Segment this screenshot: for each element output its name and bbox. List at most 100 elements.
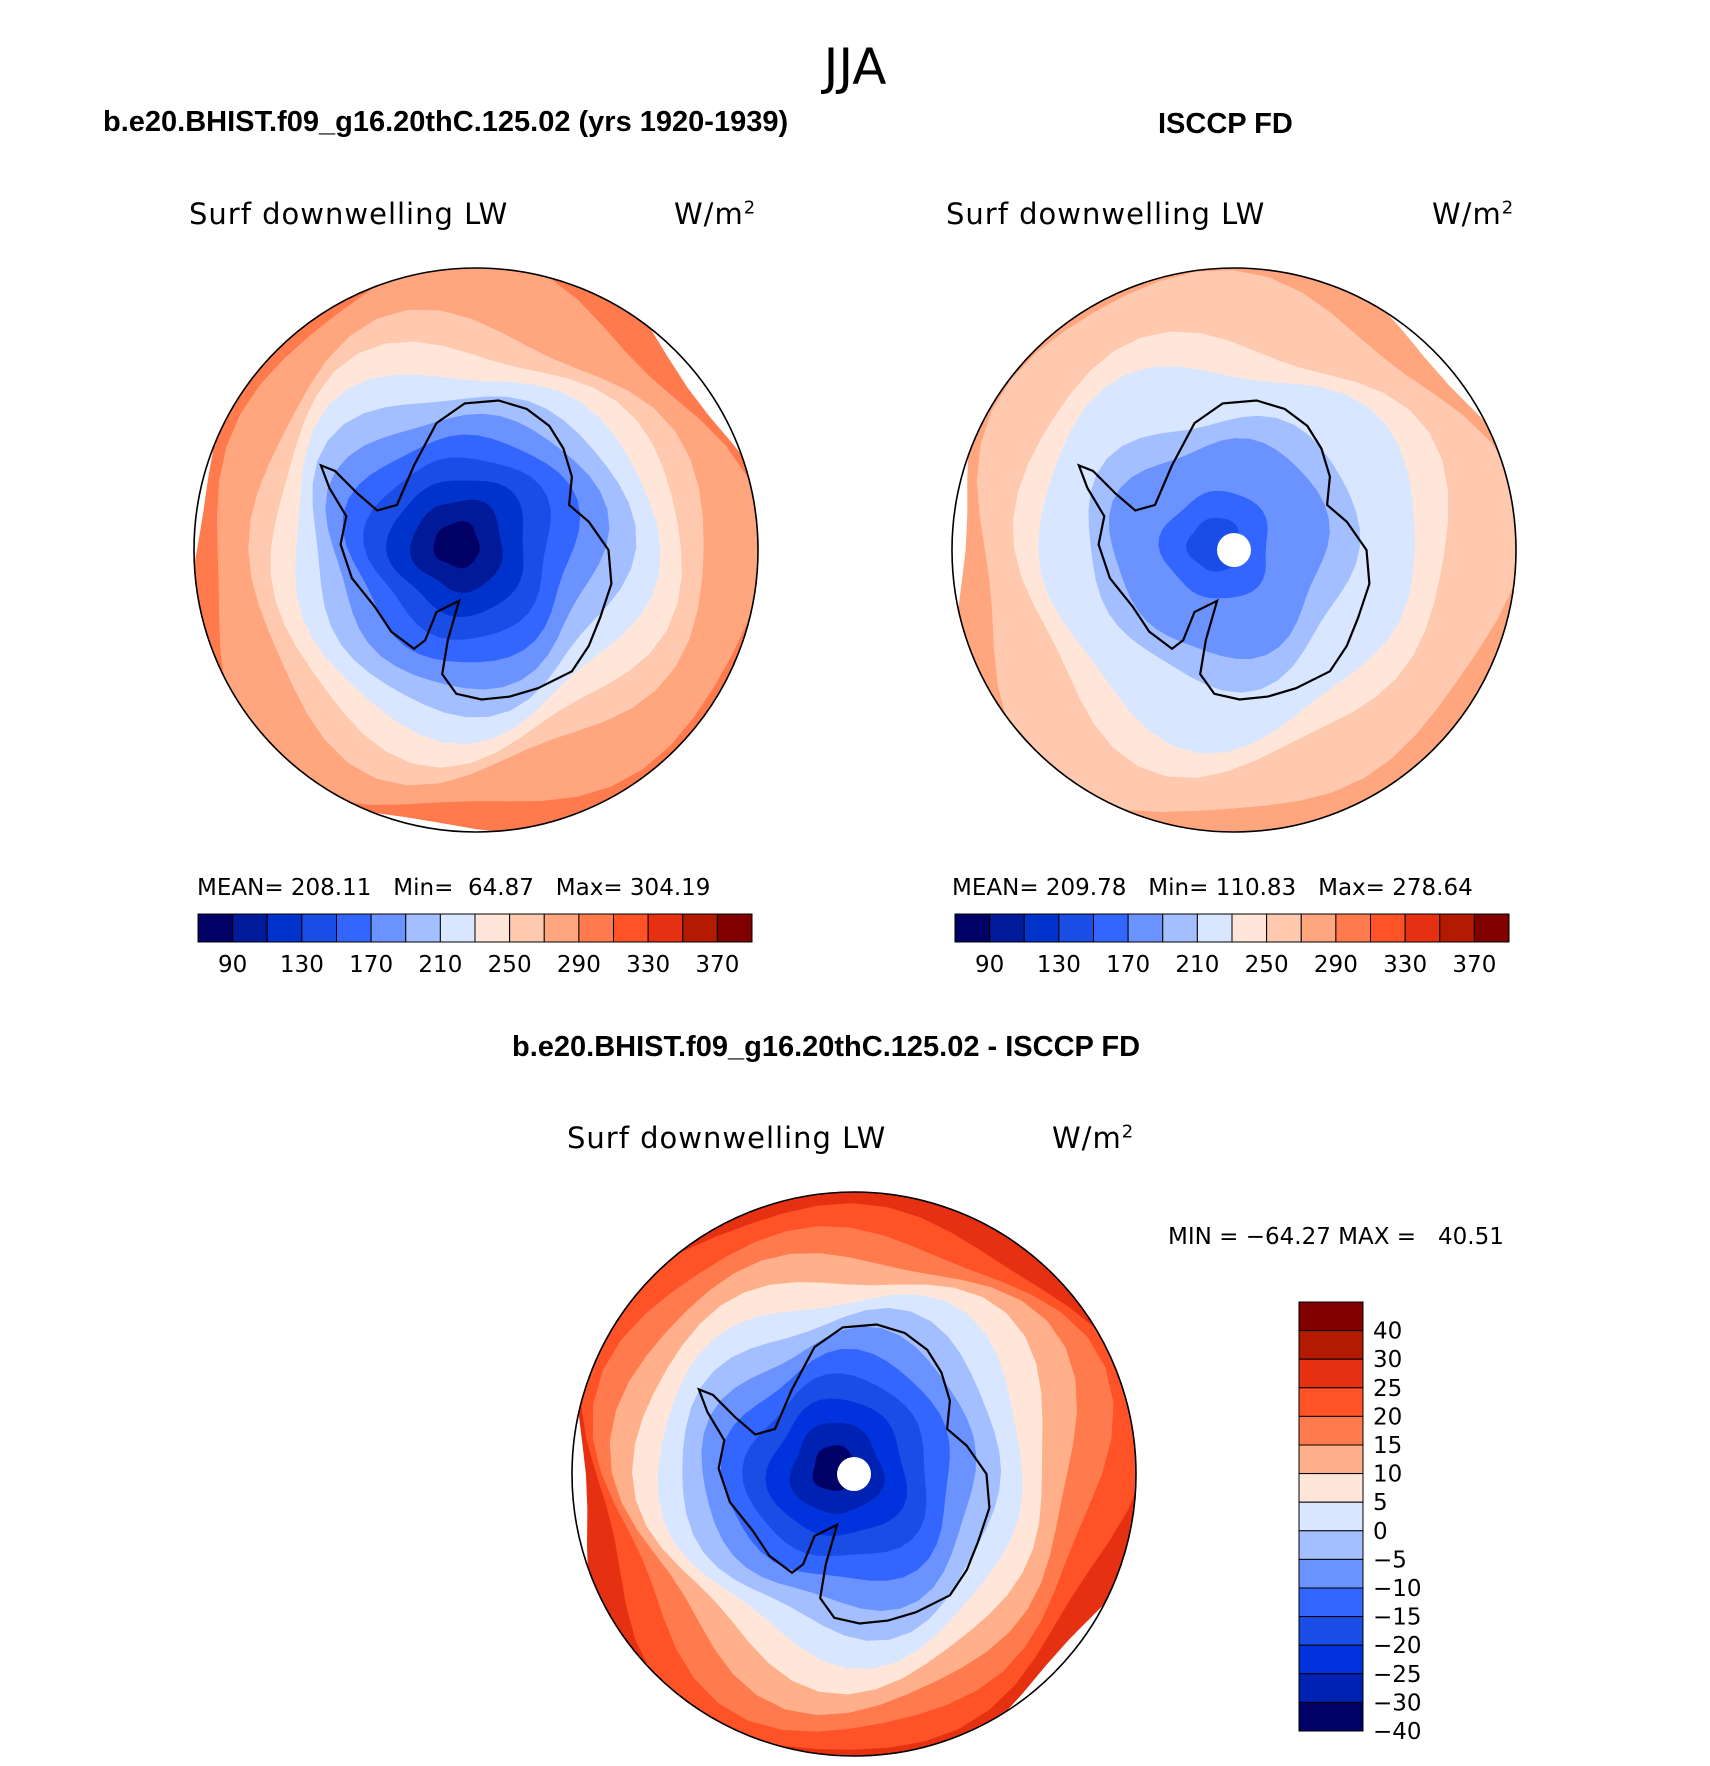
colorbar-swatch bbox=[1439, 913, 1475, 943]
colorbar-tick-label: 40 bbox=[1373, 1319, 1402, 1345]
colorbar-swatch bbox=[1298, 1616, 1364, 1646]
diff-variable-label: Surf downwelling LW bbox=[567, 1121, 887, 1155]
colorbar-swatch bbox=[647, 913, 684, 943]
contour-band bbox=[433, 521, 480, 569]
colorbar-swatch bbox=[1298, 1558, 1364, 1589]
colorbar-swatch bbox=[1023, 913, 1060, 943]
obs-panel-title: ISCCP FD bbox=[1158, 108, 1293, 140]
colorbar-swatch bbox=[266, 913, 303, 943]
colorbar-swatch bbox=[232, 913, 268, 943]
colorbar-swatch bbox=[1298, 1473, 1364, 1503]
colorbar-tick-label: 290 bbox=[1314, 952, 1358, 978]
colorbar-swatch bbox=[405, 913, 441, 943]
diff-panel-title: b.e20.BHIST.f09_g16.20thC.125.02 - ISCCP… bbox=[512, 1031, 1141, 1063]
model-units-label: W/m2 bbox=[674, 197, 757, 231]
colorbar-tick-label: 130 bbox=[1037, 952, 1081, 978]
colorbar-tick-label: 330 bbox=[626, 952, 670, 978]
colorbar-tick-label: 5 bbox=[1373, 1490, 1388, 1516]
colorbar-tick-label: −30 bbox=[1373, 1690, 1422, 1716]
colorbar-tick-label: 0 bbox=[1373, 1519, 1388, 1545]
colorbar-swatch bbox=[1298, 1330, 1364, 1360]
colorbar-tick-label: 170 bbox=[349, 952, 393, 978]
colorbar-swatch bbox=[509, 913, 545, 943]
obs-units-label: W/m2 bbox=[1432, 197, 1515, 231]
colorbar-swatch bbox=[1370, 913, 1406, 943]
colorbar-tick-label: 170 bbox=[1106, 952, 1150, 978]
colorbar-tick-label: 15 bbox=[1373, 1433, 1402, 1459]
missing-data-pole bbox=[837, 1457, 871, 1491]
colorbar-swatch bbox=[474, 913, 511, 943]
colorbar-swatch bbox=[197, 913, 234, 943]
colorbar-swatch bbox=[1298, 1701, 1364, 1732]
map-border bbox=[951, 267, 1517, 833]
colorbar-swatch bbox=[1404, 913, 1441, 943]
colorbar-swatch bbox=[1298, 1358, 1364, 1389]
obs-variable-label: Surf downwelling LW bbox=[946, 197, 1266, 231]
colorbar-tick-label: 210 bbox=[418, 952, 462, 978]
coastline bbox=[1076, 399, 1371, 701]
model-panel-title: b.e20.BHIST.f09_g16.20thC.125.02 (yrs 19… bbox=[103, 106, 789, 138]
map-border bbox=[571, 1191, 1137, 1757]
colorbar-swatch bbox=[1162, 913, 1198, 943]
colorbar-tick-label: 25 bbox=[1373, 1376, 1402, 1402]
obs-colorbar: 90 130 170 210 250 290 330 370 bbox=[954, 913, 1510, 978]
model-variable-label: Surf downwelling LW bbox=[189, 197, 509, 231]
diff-stats: MIN = −64.27 MAX = 40.51 bbox=[1168, 1224, 1504, 1250]
colorbar-tick-label: −40 bbox=[1373, 1719, 1422, 1745]
model-polar-map bbox=[193, 267, 759, 833]
colorbar-swatch bbox=[989, 913, 1025, 943]
colorbar-swatch bbox=[543, 913, 580, 943]
model-stats: MEAN= 208.11 Min= 64.87 Max= 304.19 bbox=[197, 875, 711, 901]
colorbar-swatch bbox=[1298, 1530, 1364, 1560]
colorbar-swatch bbox=[1093, 913, 1129, 943]
colorbar-swatch bbox=[1298, 1415, 1364, 1446]
colorbar-tick-label: −25 bbox=[1373, 1662, 1422, 1688]
colorbar-tick-label: 250 bbox=[488, 952, 532, 978]
colorbar-tick-label: 130 bbox=[280, 952, 324, 978]
colorbar-swatch bbox=[613, 913, 649, 943]
colorbar-tick-label: −15 bbox=[1373, 1605, 1422, 1631]
diff-polar-map bbox=[571, 1191, 1137, 1757]
colorbar-tick-label: 90 bbox=[975, 952, 1004, 978]
colorbar-swatch bbox=[682, 913, 718, 943]
colorbar-swatch bbox=[1298, 1587, 1364, 1618]
map-border bbox=[193, 267, 759, 833]
obs-polar-map bbox=[951, 267, 1517, 833]
colorbar-tick-label: 20 bbox=[1373, 1404, 1402, 1430]
colorbar-swatch bbox=[1127, 913, 1164, 943]
colorbar-swatch bbox=[336, 913, 372, 943]
colorbar-tick-label: 290 bbox=[557, 952, 601, 978]
colorbar-swatch bbox=[1473, 913, 1510, 943]
obs-stats: MEAN= 209.78 Min= 110.83 Max= 278.64 bbox=[952, 875, 1473, 901]
colorbar-tick-label: 10 bbox=[1373, 1462, 1402, 1488]
colorbar-tick-label: 30 bbox=[1373, 1347, 1402, 1373]
colorbar-swatch bbox=[1298, 1644, 1364, 1675]
colorbar-tick-label: 330 bbox=[1383, 952, 1427, 978]
colorbar-swatch bbox=[301, 913, 337, 943]
colorbar-swatch bbox=[716, 913, 753, 943]
colorbar-swatch bbox=[954, 913, 991, 943]
colorbar-swatch bbox=[578, 913, 614, 943]
colorbar-swatch bbox=[1298, 1444, 1364, 1475]
colorbar-tick-label: −5 bbox=[1373, 1547, 1407, 1573]
colorbar-swatch bbox=[1196, 913, 1233, 943]
colorbar-swatch bbox=[1298, 1501, 1364, 1532]
colorbar-tick-label: 210 bbox=[1175, 952, 1219, 978]
colorbar-swatch bbox=[1298, 1301, 1364, 1332]
model-colorbar: 90 130 170 210 250 290 330 370 bbox=[197, 913, 753, 978]
diff-units-label: W/m2 bbox=[1052, 1121, 1135, 1155]
colorbar-tick-label: −20 bbox=[1373, 1633, 1422, 1659]
colorbar-swatch bbox=[439, 913, 476, 943]
colorbar-tick-label: 250 bbox=[1245, 952, 1289, 978]
colorbar-swatch bbox=[1231, 913, 1268, 943]
coastline bbox=[318, 399, 613, 701]
colorbar-swatch bbox=[1266, 913, 1302, 943]
coastline bbox=[696, 1323, 991, 1625]
colorbar-swatch bbox=[1300, 913, 1337, 943]
figure-title: JJA bbox=[823, 38, 887, 96]
colorbar-swatch bbox=[370, 913, 407, 943]
colorbar-tick-label: 370 bbox=[1452, 952, 1496, 978]
colorbar-tick-label: −10 bbox=[1373, 1576, 1422, 1602]
colorbar-tick-label: 370 bbox=[695, 952, 739, 978]
